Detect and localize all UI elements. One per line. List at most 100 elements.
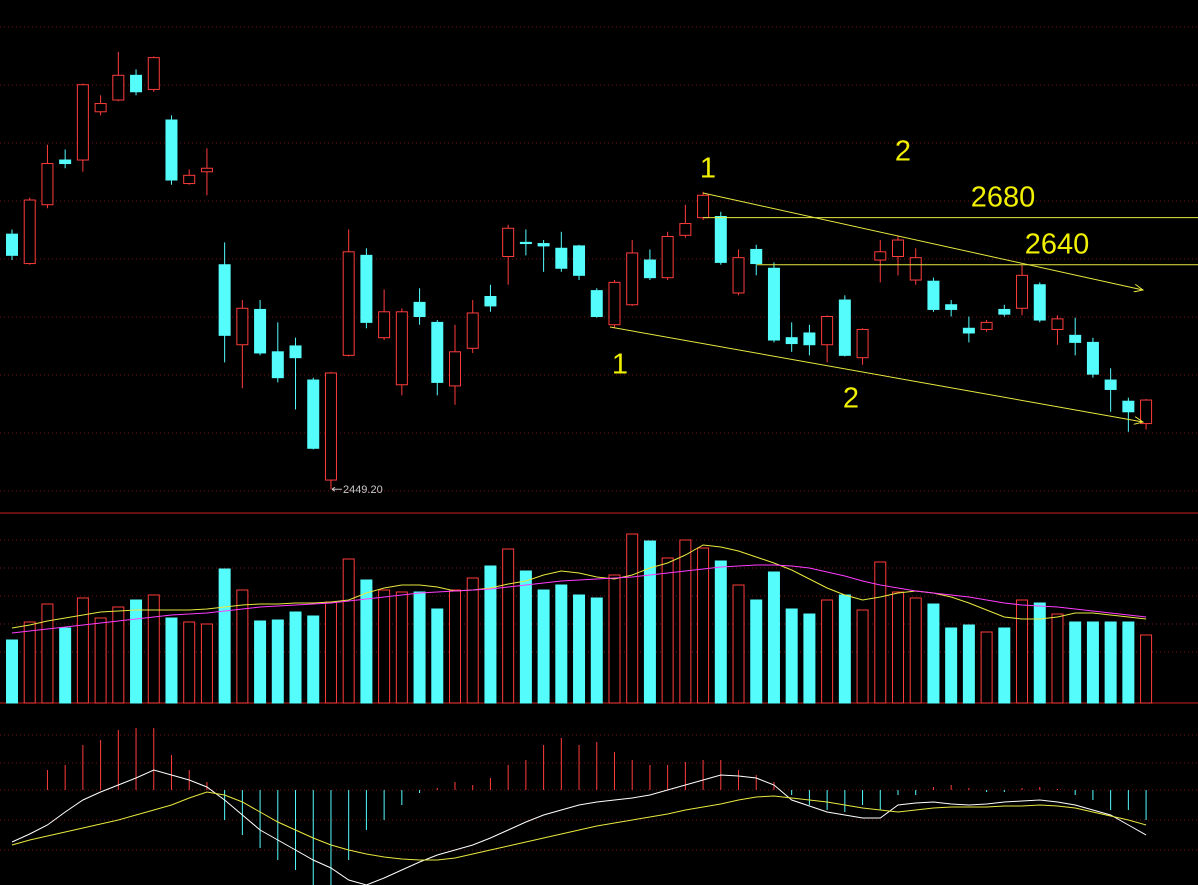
candle-body xyxy=(679,223,692,236)
candle-body xyxy=(537,243,550,247)
candle-body xyxy=(466,312,479,349)
candle-body xyxy=(307,379,320,449)
candle-body xyxy=(236,307,249,346)
volume-bar xyxy=(874,561,887,704)
volume-bar xyxy=(307,615,320,704)
volume-bar xyxy=(714,560,727,704)
candle-body xyxy=(413,301,426,318)
candle-body xyxy=(449,351,461,387)
candle-body xyxy=(785,337,798,345)
volume-bar xyxy=(254,620,267,704)
candle-body xyxy=(697,194,710,219)
candle-body xyxy=(626,252,639,306)
candle-body xyxy=(271,351,284,379)
volume-bar xyxy=(821,599,834,704)
low-pointer xyxy=(331,486,342,492)
volume-bar xyxy=(183,621,196,704)
volume-bar xyxy=(130,599,143,704)
volume-bar xyxy=(679,539,692,704)
volume-bar xyxy=(909,597,922,704)
volume-bar xyxy=(998,627,1011,704)
volume-bar xyxy=(76,597,89,704)
volume-bar xyxy=(1051,613,1064,704)
candle-body xyxy=(59,159,72,165)
candle-body xyxy=(573,245,586,276)
level-label: 2640 xyxy=(1025,228,1090,260)
candle-body xyxy=(431,321,444,383)
candle-body xyxy=(945,304,958,310)
volume-bar xyxy=(59,627,72,704)
volume-bar xyxy=(945,627,958,704)
dif-line xyxy=(11,769,1147,885)
volume-bar xyxy=(1122,621,1135,704)
candle-body xyxy=(1086,341,1099,375)
candle-body xyxy=(94,103,107,113)
candle-body xyxy=(1140,399,1153,425)
candle-body xyxy=(6,233,18,256)
volume-bar xyxy=(431,608,444,704)
volume-bar xyxy=(289,611,302,704)
volume-bar xyxy=(732,584,745,704)
volume-bar xyxy=(112,606,125,704)
volume-bar xyxy=(271,619,284,704)
volume-bar xyxy=(41,603,54,704)
candle-body xyxy=(218,264,231,336)
volume-bar xyxy=(643,540,656,704)
candle-body xyxy=(998,308,1011,315)
candle-body xyxy=(874,251,887,261)
volume-bar xyxy=(6,639,18,704)
volume-ma-line xyxy=(11,544,1147,629)
candle-body xyxy=(661,235,674,279)
candle-body xyxy=(927,280,940,310)
volume-bar xyxy=(856,609,869,704)
candle-body xyxy=(289,345,302,359)
volume-bar xyxy=(218,568,231,704)
candle-body xyxy=(254,308,267,354)
candle-body xyxy=(41,163,54,206)
candle-body xyxy=(183,174,196,185)
volume-bar xyxy=(838,594,851,704)
trend-line xyxy=(702,192,1143,290)
candle-body xyxy=(112,74,125,101)
volume-bar xyxy=(484,565,497,704)
level-label: 2680 xyxy=(971,181,1036,213)
volume-bar xyxy=(555,584,568,704)
dea-line xyxy=(11,791,1147,861)
annotation: 1 xyxy=(612,349,628,381)
candle-body xyxy=(200,167,213,173)
volume-bar xyxy=(23,621,36,704)
candle-body xyxy=(643,259,656,279)
candle-body xyxy=(821,316,834,346)
volume-bar xyxy=(626,533,639,704)
volume-bar xyxy=(1033,602,1046,704)
volume-bar xyxy=(1140,634,1153,704)
volume-bar xyxy=(980,631,993,704)
volume-bar xyxy=(94,617,107,704)
annotation: 2 xyxy=(895,136,911,168)
volume-ma-line xyxy=(11,564,1147,634)
volume-bar xyxy=(927,603,940,704)
candle-body xyxy=(767,267,780,341)
annotation: 2 xyxy=(843,383,859,415)
volume-bar xyxy=(590,597,603,704)
candle-body xyxy=(750,248,763,265)
volume-bar xyxy=(395,591,408,704)
volume-bar xyxy=(413,591,426,704)
candle-body xyxy=(342,251,355,356)
candle-body xyxy=(714,215,727,263)
candle-body xyxy=(484,296,497,307)
candle-body xyxy=(909,257,922,281)
candle-body xyxy=(519,241,532,245)
candle-body xyxy=(1069,334,1082,343)
volume-bar xyxy=(661,557,674,704)
volume-bar xyxy=(767,571,780,704)
candle-body xyxy=(856,328,869,359)
candle-body xyxy=(555,247,568,269)
annotation: 1 xyxy=(700,153,716,185)
candle-body xyxy=(165,119,178,181)
volume-bar xyxy=(892,591,904,704)
candle-body xyxy=(147,57,160,90)
volume-bar xyxy=(697,547,710,704)
volume-bar xyxy=(750,599,763,704)
